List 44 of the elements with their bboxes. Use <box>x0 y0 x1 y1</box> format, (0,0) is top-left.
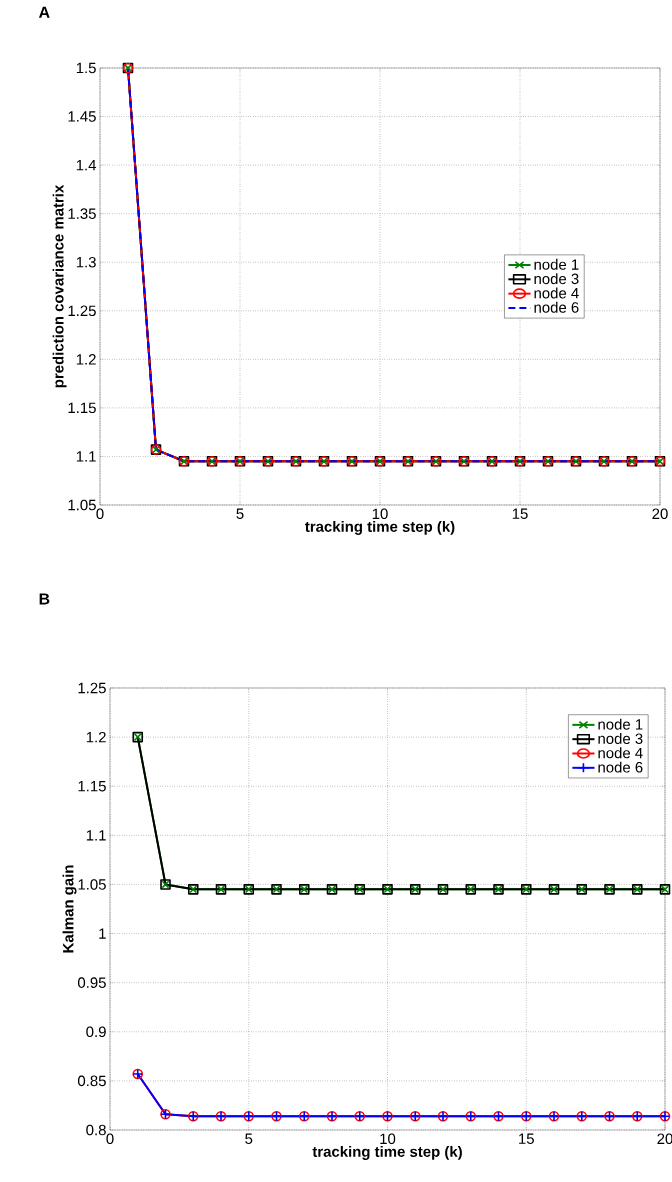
y-tick-label: 1.45 <box>68 111 96 122</box>
x-tick-label: 0 <box>96 508 104 520</box>
legend-label: node 1 <box>534 258 579 270</box>
y-tick-label: 1.4 <box>76 159 97 171</box>
y-tick-label: 1.3 <box>76 256 96 268</box>
y-tick-label: 1.15 <box>78 781 106 792</box>
x-tick-label: 10 <box>372 508 388 520</box>
y-tick-label: 1.2 <box>76 354 96 365</box>
x-axis-title: tracking time step (k) <box>305 520 455 535</box>
x-tick-label: 10 <box>380 1133 396 1145</box>
x-axis-title: tracking time step (k) <box>312 1145 462 1160</box>
legend-label: node 6 <box>534 301 579 313</box>
chart-title: B <box>39 593 50 605</box>
chart-title: A <box>38 6 50 18</box>
legend-label: node 3 <box>534 273 579 285</box>
x-tick-label: 20 <box>657 1133 672 1145</box>
x-tick-label: 20 <box>652 508 668 520</box>
y-tick-label: 1.05 <box>68 499 96 511</box>
y-tick-label: 0.85 <box>77 1075 106 1087</box>
x-tick-label: 5 <box>236 508 244 519</box>
y-tick-label: 1.25 <box>68 305 96 317</box>
y-tick-label: 1.1 <box>76 451 96 462</box>
x-tick-label: 0 <box>106 1133 114 1145</box>
y-tick-label: 0.95 <box>77 977 106 988</box>
y-tick-label: 1.1 <box>86 830 106 841</box>
y-tick-label: 1 <box>99 928 106 939</box>
y-tick-label: 0.8 <box>86 1124 106 1136</box>
y-tick-label: 0.9 <box>86 1026 106 1038</box>
y-axis-title: prediction covariance matrix <box>52 184 67 388</box>
y-tick-label: 1.2 <box>86 731 106 743</box>
y-tick-label: 1.35 <box>68 208 96 219</box>
y-axis-title: Kalman gain <box>62 865 77 953</box>
y-tick-label: 1.05 <box>78 879 106 890</box>
y-tick-label: 1.15 <box>68 402 96 414</box>
y-tick-label: 1.25 <box>78 682 106 694</box>
legend-label: node 1 <box>598 718 643 730</box>
legend-label: node 4 <box>598 747 643 759</box>
legend-label: node 4 <box>534 287 579 299</box>
legend-label: node 3 <box>598 733 643 744</box>
y-tick-label: 1.5 <box>76 62 96 74</box>
x-tick-label: 15 <box>519 1133 534 1144</box>
legend-label: node 6 <box>598 761 643 773</box>
x-tick-label: 15 <box>512 508 528 519</box>
x-tick-label: 5 <box>245 1133 253 1144</box>
